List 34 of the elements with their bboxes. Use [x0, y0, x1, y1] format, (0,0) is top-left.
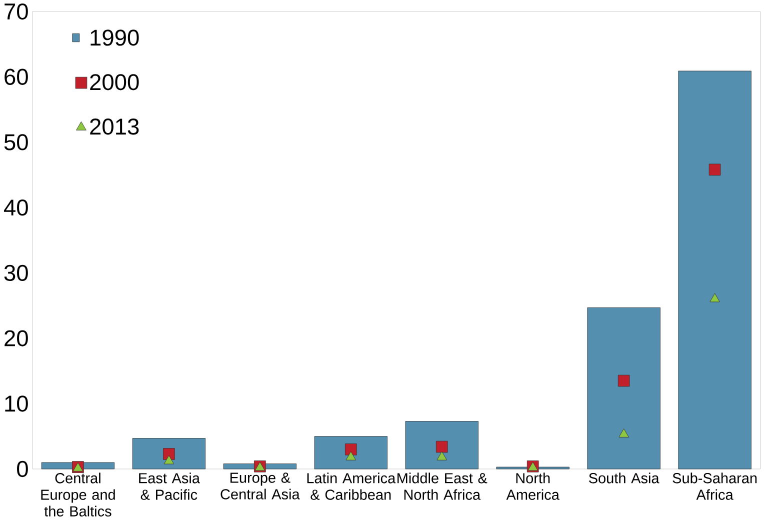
- point: [618, 428, 629, 438]
- y-tick-label: 0: [17, 460, 28, 478]
- x-tick-label: Middle East & North Africa: [398, 472, 488, 500]
- y-tick-label: 70: [4, 3, 28, 20]
- bar: [405, 421, 478, 470]
- legend-label: 1990: [90, 30, 139, 46]
- y-tick-label: 30: [4, 264, 28, 282]
- legend-label: 2013: [90, 118, 139, 135]
- point: [710, 293, 720, 302]
- point: [346, 451, 356, 460]
- point: [163, 448, 175, 460]
- y-tick-label: 40: [4, 200, 28, 216]
- point: [708, 164, 721, 176]
- x-tick-label: Europe & Central Asia: [220, 472, 300, 500]
- y-tick-label: 50: [4, 134, 28, 150]
- x-tick-label: South Asia: [589, 472, 660, 484]
- point: [344, 444, 357, 456]
- point: [436, 451, 448, 460]
- x-tick-label: North America: [506, 472, 560, 500]
- bar: [678, 70, 752, 470]
- bar: [314, 436, 388, 470]
- y-tick-label: 20: [4, 330, 28, 346]
- x-tick-label: Latin America & Caribbean: [307, 472, 396, 500]
- bar: [587, 307, 660, 470]
- x-tick-label: Sub-Saharan Africa: [672, 472, 757, 500]
- y-tick-label: 10: [5, 396, 28, 412]
- bar: [132, 438, 206, 470]
- y-tick-label: 60: [4, 68, 28, 85]
- x-tick-label: East Asia & Pacific: [139, 472, 200, 500]
- x-tick-label: Central Europe and the Baltics: [41, 472, 115, 517]
- point: [436, 440, 448, 453]
- legend-label: 2000: [90, 74, 139, 90]
- point: [618, 374, 630, 387]
- point: [164, 455, 174, 464]
